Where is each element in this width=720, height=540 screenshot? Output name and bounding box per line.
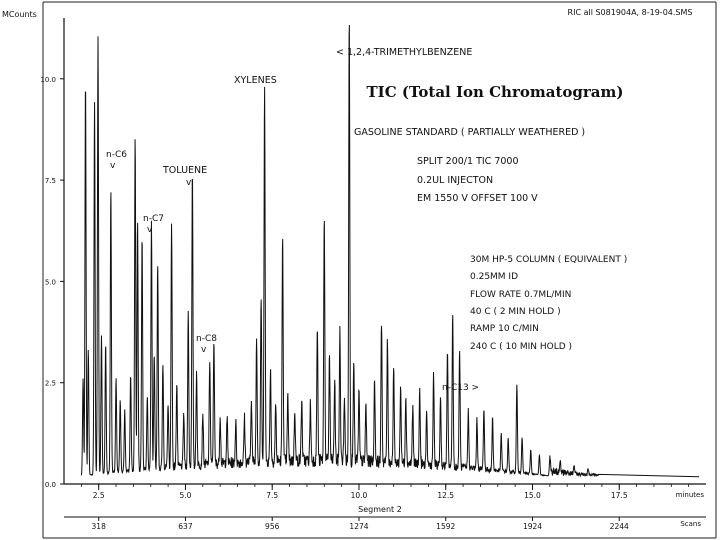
scan-tick-label: 956 <box>265 522 280 531</box>
x-tick-label: 2.5 <box>93 491 105 500</box>
method-split: SPLIT 200/1 TIC 7000 <box>417 156 519 167</box>
method-flow: FLOW RATE 0.7ML/MIN <box>470 290 571 300</box>
scan-axis-unit-label: Scans <box>680 520 701 528</box>
overlay-title: TIC (Total Ion Chromatogram) <box>367 83 624 101</box>
y-tick-label: 10.0 <box>40 76 56 84</box>
y-axis-ticks: 0.0 2.5 5.0 7.5 10.0 <box>40 76 64 489</box>
method-hold2: 240 C ( 10 MIN HOLD ) <box>470 342 572 352</box>
annotation-n-c8: n-C8 <box>196 334 217 344</box>
method-notes: GASOLINE STANDARD ( PARTIALLY WEATHERED … <box>354 127 627 352</box>
annotation-n-c6-marker: v <box>110 161 116 171</box>
x-tick-label: 17.5 <box>611 491 628 500</box>
scan-axis-ticks: 318 637 956 1274 1592 1924 2244 <box>92 517 629 531</box>
method-ramp: RAMP 10 C/MIN <box>470 324 539 334</box>
y-tick-label: 5.0 <box>45 278 56 286</box>
method-hold1: 40 C ( 2 MIN HOLD ) <box>470 307 561 317</box>
method-id: 0.25MM ID <box>470 272 518 282</box>
annotation-xylenes: XYLENES <box>234 75 277 86</box>
x-tick-label: 10.0 <box>351 491 368 500</box>
annotation-n-c8-marker: v <box>201 345 207 355</box>
x-tick-label: 12.5 <box>437 491 454 500</box>
annotation-trimethylbenzene: < 1,2,4-TRIMETHYLBENZENE <box>336 47 472 58</box>
method-injection: 0.2UL INJECTON <box>417 175 493 186</box>
x-axis-unit-label: minutes <box>676 491 705 499</box>
annotation-n-c7-marker: v <box>147 225 153 235</box>
scan-tick-label: 1924 <box>523 522 542 531</box>
scan-tick-label: 1592 <box>436 522 455 531</box>
annotation-n-c7: n-C7 <box>143 214 164 224</box>
y-axis-unit-label: MCounts <box>2 10 37 19</box>
plot-axes <box>63 18 706 518</box>
scan-tick-label: 318 <box>92 522 107 531</box>
segment-label: Segment 2 <box>358 505 402 514</box>
x-tick-label: 7.5 <box>266 491 278 500</box>
x-tick-label: 15.0 <box>524 491 541 500</box>
annotation-toluene-marker: v <box>186 178 192 188</box>
scan-tick-label: 2244 <box>610 522 629 531</box>
scan-tick-label: 1274 <box>349 522 368 531</box>
x-axis-ticks: 2.5 5.0 7.5 10.0 12.5 15.0 17.5 <box>80 484 690 500</box>
method-column: 30M HP-5 COLUMN ( EQUIVALENT ) <box>470 255 627 265</box>
x-tick-label: 5.0 <box>179 491 191 500</box>
annotation-n-c13: n-C13 > <box>442 383 479 393</box>
y-tick-label: 7.5 <box>45 177 56 185</box>
scan-tick-label: 637 <box>178 522 193 531</box>
y-tick-label: 0.0 <box>45 481 56 489</box>
y-tick-label: 2.5 <box>45 380 56 388</box>
method-standard: GASOLINE STANDARD ( PARTIALLY WEATHERED … <box>354 127 585 138</box>
file-info: RIC all S081904A, 8-19-04.SMS <box>568 8 693 17</box>
annotation-toluene: TOLUENE <box>162 165 207 176</box>
chromatogram-trace <box>80 24 700 478</box>
method-em: EM 1550 V OFFSET 100 V <box>417 193 538 204</box>
annotation-n-c6: n-C6 <box>106 150 127 160</box>
peak-annotations: < 1,2,4-TRIMETHYLBENZENE XYLENES n-C6 v … <box>106 47 479 393</box>
